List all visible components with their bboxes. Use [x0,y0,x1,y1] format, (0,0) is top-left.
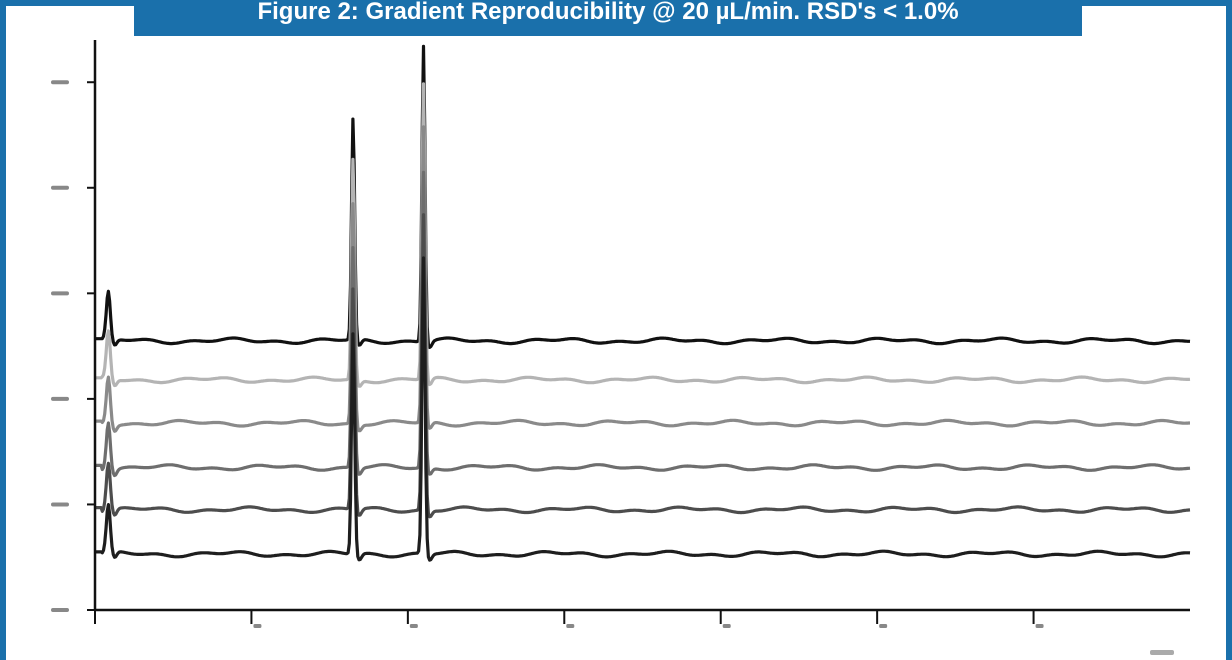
x-tick-label-1 [253,624,262,628]
y-tick-label-100 [51,502,69,507]
trace-line-2 [94,82,1191,388]
x-tick-label-3 [566,624,575,628]
x-tick-label-5 [879,624,888,628]
y-tick-label-200 [51,396,69,401]
ticks-group [51,80,1174,655]
trace-line-5 [94,213,1191,519]
x-tick-label-6 [1035,624,1044,628]
trace-line-4 [94,170,1191,478]
trace-line-3 [94,125,1191,433]
y-tick-label-500 [51,80,69,85]
y-tick-label-0 [51,608,69,612]
figure-title-banner: Figure 2: Gradient Reproducibility @ 20 … [134,0,1082,36]
y-tick-label-400 [51,185,69,190]
trace-line-6 [94,256,1191,562]
x-tick-label-2 [409,624,418,628]
figure-title: Figure 2: Gradient Reproducibility @ 20 … [257,0,959,25]
x-axis-unit-label [1150,650,1174,655]
traces-group [94,44,1191,562]
axes-group [93,40,1190,612]
y-tick-label-300 [51,291,69,296]
trace-line-1 [94,44,1191,349]
x-tick-label-4 [722,624,731,628]
